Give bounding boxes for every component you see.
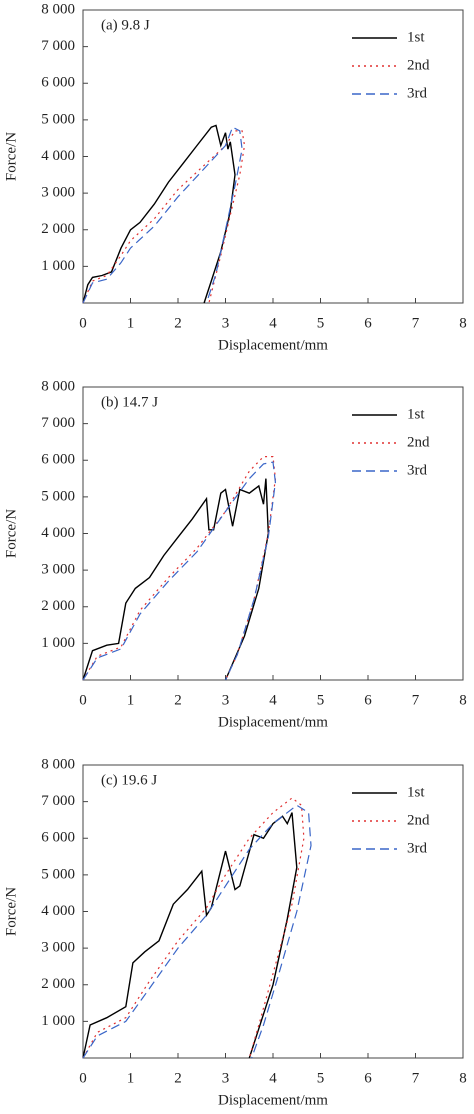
legend-label: 1st [407, 29, 425, 45]
x-tick-label: 1 [127, 692, 135, 708]
x-tick-label: 2 [174, 1070, 182, 1086]
x-tick-label: 5 [317, 315, 325, 331]
x-tick-label: 5 [317, 1070, 325, 1086]
x-axis-label: Displacement/mm [218, 337, 328, 353]
y-tick-label: 1 000 [41, 635, 75, 651]
panel-annotation: (b) 14.7 J [101, 394, 158, 410]
y-tick-label: 2 000 [41, 976, 75, 992]
panel-annotation: (c) 19.6 J [101, 772, 157, 788]
y-tick-label: 7 000 [41, 415, 75, 431]
series-line [82, 461, 277, 681]
plot-frame [82, 386, 464, 681]
legend-label: 1st [407, 406, 425, 422]
legend-label: 3rd [407, 85, 427, 101]
y-tick-label: 8 000 [41, 756, 75, 772]
y-tick-label: 4 000 [41, 903, 75, 919]
y-tick-label: 5 000 [41, 866, 75, 882]
legend-label: 2nd [407, 812, 430, 828]
legend-label: 3rd [407, 840, 427, 856]
panel-annotation: (a) 9.8 J [101, 17, 150, 33]
x-tick-label: 4 [269, 1070, 277, 1086]
x-tick-label: 4 [269, 692, 277, 708]
x-tick-label: 5 [317, 692, 325, 708]
legend-label: 3rd [407, 462, 427, 478]
series-line [82, 804, 312, 1059]
x-tick-label: 4 [269, 315, 277, 331]
x-axis-label: Displacement/mm [218, 714, 328, 730]
x-tick-label: 3 [222, 692, 230, 708]
y-tick-label: 3 000 [41, 562, 75, 578]
x-tick-label: 8 [459, 1070, 467, 1086]
x-tick-label: 6 [364, 692, 372, 708]
series-line [82, 126, 243, 304]
x-tick-label: 8 [459, 692, 467, 708]
y-tick-label: 6 000 [41, 830, 75, 846]
x-axis-label: Displacement/mm [218, 1092, 328, 1108]
series-line [82, 812, 298, 1059]
x-tick-label: 1 [127, 1070, 135, 1086]
y-tick-label: 7 000 [41, 38, 75, 54]
y-tick-label: 8 000 [41, 378, 75, 394]
plot-frame [82, 764, 464, 1059]
x-tick-label: 3 [222, 1070, 230, 1086]
y-axis-label: Force/N [3, 509, 19, 558]
x-tick-label: 7 [412, 315, 420, 331]
x-tick-label: 1 [127, 315, 135, 331]
x-tick-label: 7 [412, 692, 420, 708]
y-tick-label: 6 000 [41, 75, 75, 91]
x-tick-label: 8 [459, 315, 467, 331]
y-tick-label: 4 000 [41, 525, 75, 541]
series-line [82, 130, 246, 304]
x-tick-label: 2 [174, 692, 182, 708]
x-tick-label: 2 [174, 315, 182, 331]
y-tick-label: 5 000 [41, 111, 75, 127]
y-tick-label: 3 000 [41, 940, 75, 956]
legend-label: 2nd [407, 57, 430, 73]
legend-label: 1st [407, 784, 425, 800]
series-line [82, 797, 305, 1059]
y-tick-label: 4 000 [41, 148, 75, 164]
series-line [82, 478, 270, 681]
x-tick-label: 0 [79, 315, 87, 331]
y-axis-label: Force/N [3, 132, 19, 181]
y-tick-label: 1 000 [41, 1013, 75, 1029]
x-tick-label: 0 [79, 692, 87, 708]
y-tick-label: 8 000 [41, 1, 75, 17]
x-tick-label: 6 [364, 315, 372, 331]
series-line [82, 124, 236, 304]
y-tick-label: 3 000 [41, 185, 75, 201]
y-tick-label: 7 000 [41, 793, 75, 809]
y-tick-label: 1 000 [41, 258, 75, 274]
plot-frame [82, 9, 464, 304]
x-tick-label: 3 [222, 315, 230, 331]
x-tick-label: 0 [79, 1070, 87, 1086]
y-tick-label: 5 000 [41, 488, 75, 504]
y-axis-label: Force/N [3, 887, 19, 936]
y-tick-label: 2 000 [41, 598, 75, 614]
x-tick-label: 7 [412, 1070, 420, 1086]
x-tick-label: 6 [364, 1070, 372, 1086]
y-tick-label: 2 000 [41, 221, 75, 237]
y-tick-label: 6 000 [41, 452, 75, 468]
series-line [82, 456, 277, 681]
legend-label: 2nd [407, 434, 430, 450]
